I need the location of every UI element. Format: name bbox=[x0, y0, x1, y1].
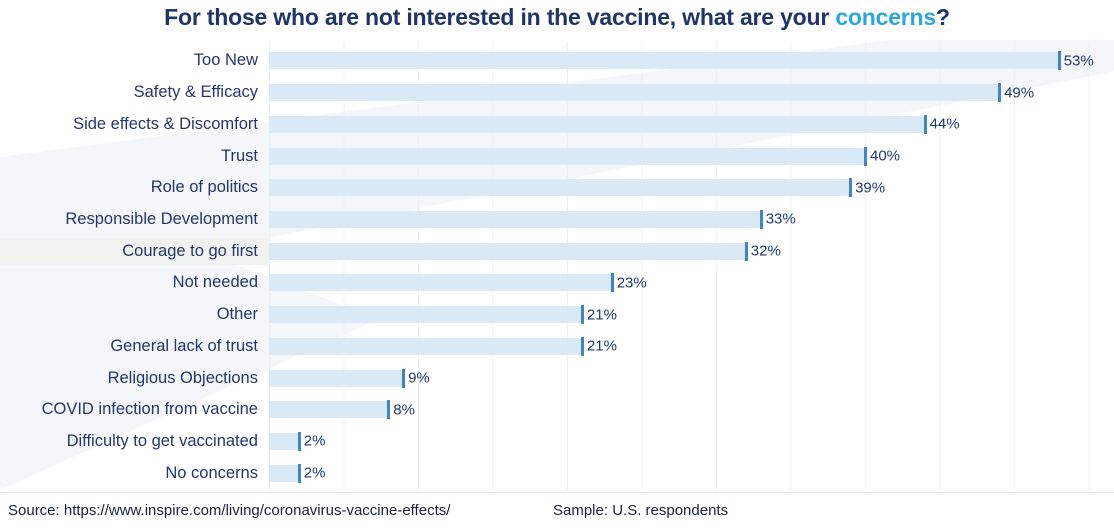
bar[interactable] bbox=[269, 210, 761, 228]
chart-title-suffix: ? bbox=[935, 4, 950, 30]
bar-track: 44% bbox=[269, 114, 1114, 134]
category-label: Safety & Efficacy bbox=[133, 83, 258, 102]
bar[interactable] bbox=[269, 242, 746, 260]
source-text: Source: https://www.inspire.com/living/c… bbox=[8, 502, 451, 519]
bar[interactable] bbox=[269, 179, 851, 197]
bar-row: General lack of trust 21% bbox=[0, 330, 1114, 362]
category-label: Role of politics bbox=[150, 178, 258, 197]
category-label: Other bbox=[216, 305, 258, 324]
value-label: 33% bbox=[765, 210, 796, 228]
bar-track: 39% bbox=[269, 178, 1114, 198]
value-label: 40% bbox=[870, 147, 901, 165]
category-label: Courage to go first bbox=[0, 237, 269, 265]
bar-track: 2% bbox=[269, 463, 1114, 483]
value-label: 49% bbox=[1004, 84, 1035, 102]
category-label: Trust bbox=[221, 146, 258, 165]
bar-track: 21% bbox=[269, 305, 1114, 325]
bar-end-tick bbox=[580, 336, 584, 356]
bar[interactable] bbox=[269, 337, 582, 355]
value-label: 32% bbox=[750, 242, 781, 260]
bar-track: 40% bbox=[269, 146, 1114, 166]
category-label: COVID infection from vaccine bbox=[41, 400, 258, 419]
bar-track: 9% bbox=[269, 368, 1114, 388]
bar[interactable] bbox=[269, 464, 299, 482]
bar-track: 2% bbox=[269, 431, 1114, 451]
bar-end-tick bbox=[1057, 51, 1061, 71]
bar-end-tick bbox=[387, 400, 391, 420]
category-label: Religious Objections bbox=[107, 368, 258, 387]
footer: Source: https://www.inspire.com/living/c… bbox=[0, 492, 1114, 530]
bar-track: 8% bbox=[269, 400, 1114, 420]
bar-row: Too New 53% bbox=[0, 45, 1114, 77]
chart-title-text: For those who are not interested in the … bbox=[164, 4, 836, 30]
bar-end-tick bbox=[610, 273, 614, 293]
bar[interactable] bbox=[269, 306, 582, 324]
category-label: Too New bbox=[193, 51, 258, 70]
bar-row: Other 21% bbox=[0, 299, 1114, 331]
bar-rows: Too New 53% Safety & Efficacy 49% Side effec… bbox=[0, 45, 1114, 489]
bar-track: 49% bbox=[269, 83, 1114, 103]
bar-row: Safety & Efficacy 49% bbox=[0, 77, 1114, 109]
value-label: 9% bbox=[408, 369, 430, 387]
bar-row: Side effects & Discomfort 44% bbox=[0, 108, 1114, 140]
bar-row: Difficulty to get vaccinated 2% bbox=[0, 426, 1114, 458]
bar-track: 23% bbox=[269, 273, 1114, 293]
category-label: No concerns bbox=[165, 463, 258, 482]
bar-end-tick bbox=[580, 305, 584, 325]
value-label: 44% bbox=[929, 115, 960, 133]
chart-title-highlight: concerns bbox=[835, 4, 936, 30]
bar[interactable] bbox=[269, 432, 299, 450]
category-label: Not needed bbox=[172, 273, 258, 292]
value-label: 2% bbox=[303, 464, 326, 482]
value-label: 39% bbox=[855, 179, 886, 197]
bar-end-tick bbox=[923, 114, 927, 134]
bar[interactable] bbox=[269, 52, 1059, 70]
chart-title: For those who are not interested in the … bbox=[0, 4, 1114, 31]
bar-row: Role of politics 39% bbox=[0, 172, 1114, 204]
bar[interactable] bbox=[269, 369, 404, 387]
bar[interactable] bbox=[269, 274, 612, 292]
bar-row: Responsible Development 33% bbox=[0, 204, 1114, 236]
value-label: 21% bbox=[586, 306, 617, 324]
plot-area: Too New 53% Safety & Efficacy 49% Side effec… bbox=[0, 42, 1114, 491]
bar-track: 33% bbox=[269, 209, 1114, 229]
value-label: 23% bbox=[616, 274, 647, 292]
value-label: 8% bbox=[393, 401, 415, 419]
bar-end-tick bbox=[297, 463, 301, 483]
bar-end-tick bbox=[402, 368, 406, 388]
value-label: 21% bbox=[586, 337, 617, 355]
bar-end-tick bbox=[849, 178, 853, 198]
bar-row: Courage to go first 32% bbox=[0, 235, 1114, 267]
bar-track: 53% bbox=[269, 51, 1114, 71]
bar[interactable] bbox=[269, 147, 865, 165]
category-label: Side effects & Discomfort bbox=[73, 114, 258, 133]
bar-end-tick bbox=[297, 431, 301, 451]
sample-text: Sample: U.S. respondents bbox=[553, 502, 729, 519]
bar-track: 21% bbox=[269, 336, 1114, 356]
bar-track: 32% bbox=[269, 241, 1114, 261]
bar-end-tick bbox=[759, 209, 763, 229]
value-label: 2% bbox=[303, 432, 326, 450]
bar-end-tick bbox=[744, 241, 748, 261]
bar-end-tick bbox=[998, 83, 1002, 103]
bar-row: Trust 40% bbox=[0, 140, 1114, 172]
bar-end-tick bbox=[864, 146, 867, 166]
bar-row: No concerns 2% bbox=[0, 457, 1114, 489]
value-label: 53% bbox=[1063, 52, 1094, 70]
bar[interactable] bbox=[269, 115, 925, 133]
bar[interactable] bbox=[269, 401, 389, 419]
bar[interactable] bbox=[269, 84, 1000, 102]
bar-row: COVID infection from vaccine 8% bbox=[0, 394, 1114, 426]
category-label: General lack of trust bbox=[110, 336, 258, 355]
bar-row: Not needed 23% bbox=[0, 267, 1114, 299]
category-label: Responsible Development bbox=[65, 209, 258, 228]
category-label: Difficulty to get vaccinated bbox=[66, 431, 258, 450]
bar-row: Religious Objections 9% bbox=[0, 362, 1114, 394]
